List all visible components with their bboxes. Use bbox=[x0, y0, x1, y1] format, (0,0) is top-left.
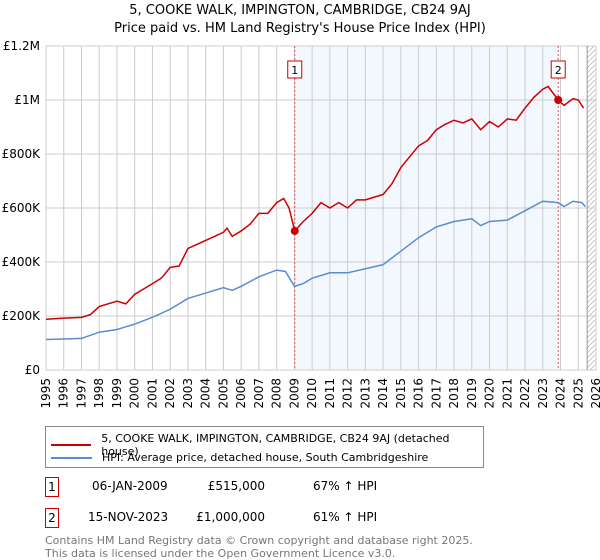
legend: 5, COOKE WALK, IMPINGTON, CAMBRIDGE, CB2… bbox=[45, 426, 484, 468]
x-tick-label: 1996 bbox=[57, 378, 71, 409]
x-tick-label: 2020 bbox=[483, 378, 497, 409]
x-tick-label: 2012 bbox=[341, 378, 355, 409]
x-tick-label: 1995 bbox=[39, 378, 53, 409]
x-tick-label: 2004 bbox=[199, 378, 213, 409]
x-tick-label: 2018 bbox=[447, 378, 461, 409]
x-tick-label: 2007 bbox=[252, 378, 266, 409]
sale-price: £515,000 bbox=[207, 479, 265, 493]
annotation-label: 1 bbox=[291, 64, 298, 77]
annotation-box bbox=[550, 60, 566, 79]
y-tick-label: £1.2M bbox=[3, 39, 40, 53]
sale-point bbox=[290, 226, 299, 235]
x-tick-label: 2001 bbox=[145, 378, 159, 409]
sale-date: 15-NOV-2023 bbox=[88, 510, 169, 524]
price-chart: 1995 1996 1997 1998 1999 2000 2001 2002 2003 2004… bbox=[2, 39, 600, 409]
x-tick-label: 2023 bbox=[536, 378, 550, 409]
x-tick-label: 2010 bbox=[305, 378, 319, 409]
legend-item-property: 5, COOKE WALK, IMPINGTON, CAMBRIDGE, CB2… bbox=[51, 432, 483, 458]
sale-marker: 2 bbox=[45, 508, 59, 528]
x-tick-label: 2016 bbox=[412, 378, 426, 409]
footer-line: Contains HM Land Registry data © Crown c… bbox=[45, 534, 473, 547]
chart-title: 5, COOKE WALK, IMPINGTON, CAMBRIDGE, CB2… bbox=[129, 3, 471, 18]
sale-marker: 1 bbox=[45, 477, 59, 497]
y-tick-label: £1M bbox=[14, 93, 40, 107]
y-tick-label: £400K bbox=[2, 255, 42, 269]
x-tick-label: 2009 bbox=[287, 378, 301, 409]
legend-item-hpi: HPI: Average price, detached house, Sout… bbox=[51, 451, 428, 464]
sale-hpi: 61% ↑ HPI bbox=[313, 510, 378, 524]
x-tick-label: 2017 bbox=[429, 378, 443, 409]
x-tick-label: 2024 bbox=[554, 378, 568, 409]
sale-price: £1,000,000 bbox=[196, 510, 265, 524]
x-tick-label: 2002 bbox=[163, 378, 177, 409]
x-tick-label: 2003 bbox=[181, 378, 195, 409]
y-tick-label: £800K bbox=[2, 147, 42, 161]
footer: Contains HM Land Registry data © Crown c… bbox=[45, 534, 473, 560]
x-tick-label: 2011 bbox=[323, 378, 337, 409]
hpi-line bbox=[45, 200, 586, 341]
annotation-box bbox=[287, 60, 303, 79]
legend-swatch bbox=[51, 456, 92, 459]
x-tick-label: 2026 bbox=[589, 378, 600, 409]
legend-swatch bbox=[51, 444, 92, 446]
y-tick-label: £0 bbox=[25, 363, 40, 377]
x-tick-label: 2021 bbox=[500, 378, 514, 409]
sale-hpi: 67% ↑ HPI bbox=[313, 479, 378, 493]
legend-label: HPI: Average price, detached house, Sout… bbox=[102, 451, 429, 464]
y-tick-label: £600K bbox=[2, 201, 42, 215]
property-price-line bbox=[45, 85, 585, 320]
sale-row: 1 06-JAN-2009 £515,000 67% ↑ HPI bbox=[45, 477, 445, 497]
sale-point bbox=[554, 96, 563, 104]
x-tick-label: 2025 bbox=[571, 378, 585, 409]
x-tick-label: 2015 bbox=[394, 378, 408, 409]
sale-row: 2 15-NOV-2023 £1,000,000 61% ↑ HPI bbox=[45, 508, 445, 528]
x-tick-label: 1999 bbox=[110, 378, 124, 409]
legend-label: 5, COOKE WALK, IMPINGTON, CAMBRIDGE, CB2… bbox=[101, 432, 450, 458]
x-tick-label: 2013 bbox=[358, 378, 372, 409]
x-tick-label: 2008 bbox=[270, 378, 284, 409]
footer-line: This data is licensed under the Open Gov… bbox=[45, 547, 396, 560]
sale-date: 06-JAN-2009 bbox=[92, 479, 168, 493]
x-tick-label: 2005 bbox=[216, 378, 230, 409]
x-tick-label: 2000 bbox=[128, 378, 142, 409]
x-tick-label: 2006 bbox=[234, 378, 248, 409]
y-tick-label: £200K bbox=[2, 309, 42, 323]
x-tick-label: 1998 bbox=[92, 378, 106, 409]
x-tick-label: 2019 bbox=[465, 378, 479, 409]
x-tick-label: 2014 bbox=[376, 378, 390, 409]
x-tick-label: 2022 bbox=[518, 378, 532, 409]
annotation-label: 2 bbox=[555, 64, 562, 77]
chart-subtitle: Price paid vs. HM Land Registry's House … bbox=[114, 21, 486, 36]
x-tick-label: 1997 bbox=[74, 378, 88, 409]
